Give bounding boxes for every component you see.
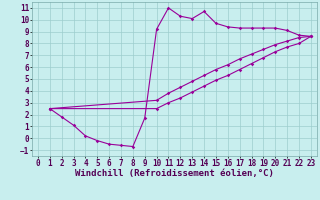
- X-axis label: Windchill (Refroidissement éolien,°C): Windchill (Refroidissement éolien,°C): [75, 169, 274, 178]
